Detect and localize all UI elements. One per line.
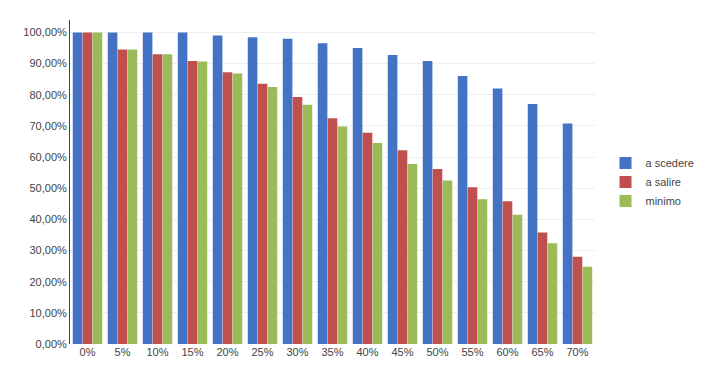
svg-text:20,00%: 20,00% (29, 276, 67, 288)
svg-text:60%: 60% (496, 346, 518, 358)
svg-text:a scedere: a scedere (646, 157, 694, 169)
svg-text:90,00%: 90,00% (29, 57, 67, 69)
svg-text:30,00%: 30,00% (29, 244, 67, 256)
svg-text:5%: 5% (115, 346, 131, 358)
svg-text:10,00%: 10,00% (29, 307, 67, 319)
svg-text:65%: 65% (531, 346, 553, 358)
svg-text:20%: 20% (216, 346, 238, 358)
svg-text:0,00%: 0,00% (36, 338, 67, 350)
svg-text:80,00%: 80,00% (29, 89, 67, 101)
svg-text:50,00%: 50,00% (29, 182, 67, 194)
svg-text:a salire: a salire (646, 176, 681, 188)
svg-text:15%: 15% (181, 346, 203, 358)
svg-text:55%: 55% (461, 346, 483, 358)
svg-text:0%: 0% (80, 346, 96, 358)
svg-text:10%: 10% (146, 346, 168, 358)
svg-text:70,00%: 70,00% (29, 120, 67, 132)
svg-text:70%: 70% (566, 346, 588, 358)
svg-text:50%: 50% (426, 346, 448, 358)
svg-text:60,00%: 60,00% (29, 151, 67, 163)
svg-text:100,00%: 100,00% (23, 26, 67, 38)
svg-text:35%: 35% (321, 346, 343, 358)
svg-text:40%: 40% (356, 346, 378, 358)
svg-text:minimo: minimo (646, 195, 681, 207)
svg-text:40,00%: 40,00% (29, 213, 67, 225)
svg-text:45%: 45% (391, 346, 413, 358)
svg-text:25%: 25% (251, 346, 273, 358)
svg-text:30%: 30% (286, 346, 308, 358)
